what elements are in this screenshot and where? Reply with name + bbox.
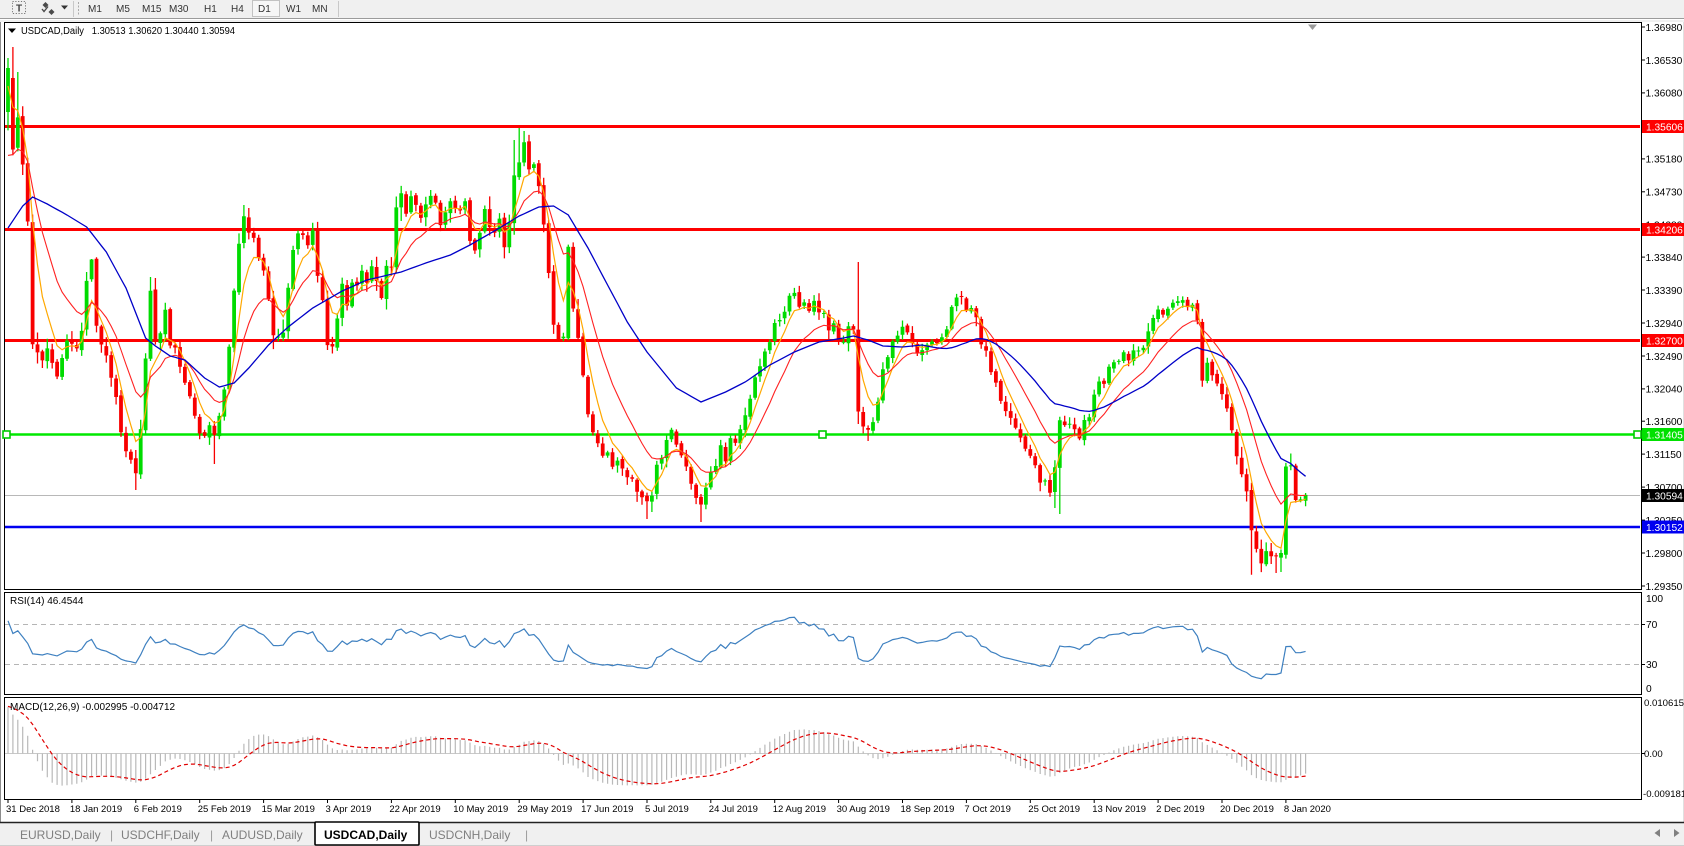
svg-text:18 Jan 2019: 18 Jan 2019 <box>70 804 122 815</box>
svg-text:1.30152: 1.30152 <box>1646 523 1683 534</box>
svg-text:USDCHF,Daily: USDCHF,Daily <box>121 828 200 842</box>
svg-text:3 Apr 2019: 3 Apr 2019 <box>326 804 372 815</box>
svg-text:2 Dec 2019: 2 Dec 2019 <box>1156 804 1205 815</box>
svg-text:RSI(14) 46.4544: RSI(14) 46.4544 <box>10 596 84 607</box>
svg-text:30: 30 <box>1646 660 1658 671</box>
svg-text:M15: M15 <box>142 4 162 15</box>
svg-text:70: 70 <box>1646 620 1658 631</box>
svg-text:MACD(12,26,9) -0.002995 -0.004: MACD(12,26,9) -0.002995 -0.004712 <box>10 702 176 713</box>
svg-text:100: 100 <box>1646 594 1663 605</box>
svg-text:D1: D1 <box>258 4 271 15</box>
svg-text:1.36980: 1.36980 <box>1646 23 1683 34</box>
svg-text:1.35606: 1.35606 <box>1646 123 1683 134</box>
svg-text:1.32490: 1.32490 <box>1646 352 1683 363</box>
svg-text:0.010615: 0.010615 <box>1644 698 1684 709</box>
svg-text:M1: M1 <box>88 4 102 15</box>
svg-text:1.31405: 1.31405 <box>1646 431 1683 442</box>
svg-text:1.31600: 1.31600 <box>1646 417 1683 428</box>
svg-text:25 Oct 2019: 25 Oct 2019 <box>1028 804 1080 815</box>
svg-text:12 Aug 2019: 12 Aug 2019 <box>773 804 826 815</box>
svg-text:15 Mar 2019: 15 Mar 2019 <box>262 804 315 815</box>
svg-text:1.35180: 1.35180 <box>1646 155 1683 166</box>
svg-text:M30: M30 <box>169 4 189 15</box>
svg-text:1.31150: 1.31150 <box>1646 450 1682 461</box>
svg-text:USDCAD,Daily: USDCAD,Daily <box>324 828 408 842</box>
svg-text:AUDUSD,Daily: AUDUSD,Daily <box>222 828 303 842</box>
svg-text:1.32940: 1.32940 <box>1646 319 1683 330</box>
svg-text:29 May 2019: 29 May 2019 <box>517 804 572 815</box>
svg-text:W1: W1 <box>286 4 301 15</box>
svg-text:5 Jul 2019: 5 Jul 2019 <box>645 804 689 815</box>
svg-text:1.30700: 1.30700 <box>1646 483 1683 494</box>
svg-text:T: T <box>16 4 22 15</box>
svg-text:13 Nov 2019: 13 Nov 2019 <box>1092 804 1146 815</box>
svg-text:1.34206: 1.34206 <box>1646 226 1683 237</box>
svg-text:10 May 2019: 10 May 2019 <box>453 804 508 815</box>
svg-text:H4: H4 <box>231 4 244 15</box>
svg-text:17 Jun 2019: 17 Jun 2019 <box>581 804 633 815</box>
svg-text:1.36080: 1.36080 <box>1646 89 1683 100</box>
svg-text:20 Dec 2019: 20 Dec 2019 <box>1220 804 1274 815</box>
svg-text:H1: H1 <box>204 4 217 15</box>
svg-text:|: | <box>210 828 213 842</box>
svg-text:22 Apr 2019: 22 Apr 2019 <box>389 804 440 815</box>
svg-text:25 Feb 2019: 25 Feb 2019 <box>198 804 251 815</box>
svg-text:USDCNH,Daily: USDCNH,Daily <box>429 828 510 842</box>
svg-text:31 Dec 2018: 31 Dec 2018 <box>6 804 60 815</box>
svg-text:1.33390: 1.33390 <box>1646 286 1683 297</box>
svg-text:M5: M5 <box>116 4 130 15</box>
svg-text:1.29800: 1.29800 <box>1646 549 1683 560</box>
svg-text:6 Feb 2019: 6 Feb 2019 <box>134 804 182 815</box>
svg-text:30 Aug 2019: 30 Aug 2019 <box>837 804 890 815</box>
svg-text:1.32700: 1.32700 <box>1646 337 1683 348</box>
svg-text:|: | <box>110 828 113 842</box>
svg-text:EURUSD,Daily: EURUSD,Daily <box>20 828 101 842</box>
svg-text:-0.009181: -0.009181 <box>1643 789 1684 800</box>
svg-text:MN: MN <box>312 4 328 15</box>
svg-text:0.00: 0.00 <box>1644 749 1663 760</box>
svg-text:1.36530: 1.36530 <box>1646 56 1683 67</box>
svg-text:18 Sep 2019: 18 Sep 2019 <box>901 804 955 815</box>
svg-text:1.30594: 1.30594 <box>1646 492 1683 503</box>
svg-text:1.29350: 1.29350 <box>1646 582 1683 593</box>
svg-text:7 Oct 2019: 7 Oct 2019 <box>964 804 1010 815</box>
svg-text:24 Jul 2019: 24 Jul 2019 <box>709 804 758 815</box>
svg-text:8 Jan 2020: 8 Jan 2020 <box>1284 804 1331 815</box>
svg-text:|: | <box>525 828 528 842</box>
svg-text:USDCAD,Daily 1.30513 1.30620: USDCAD,Daily 1.30513 1.30620 1.30440 1.3… <box>21 26 235 37</box>
svg-text:0: 0 <box>1646 684 1652 695</box>
svg-text:1.33840: 1.33840 <box>1646 253 1683 264</box>
svg-text:1.32040: 1.32040 <box>1646 385 1683 396</box>
svg-text:1.34730: 1.34730 <box>1646 188 1683 199</box>
